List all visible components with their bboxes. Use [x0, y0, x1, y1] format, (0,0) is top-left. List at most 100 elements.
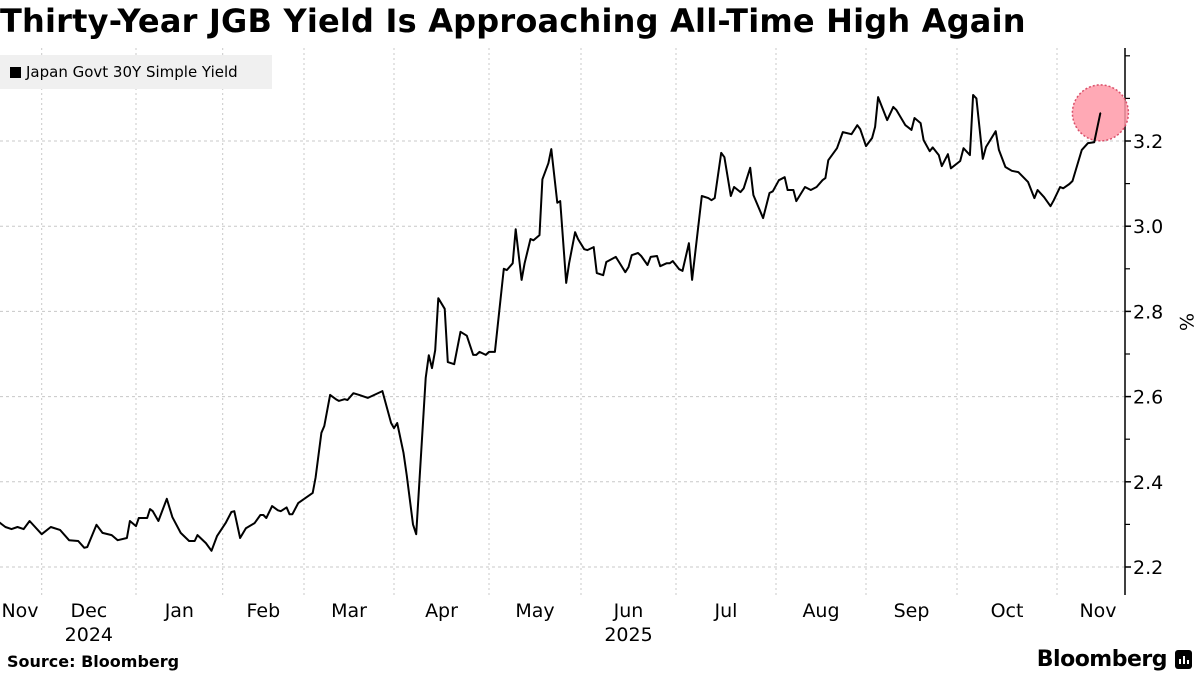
data-point	[1059, 186, 1061, 188]
data-point	[816, 186, 818, 188]
data-point	[447, 361, 449, 363]
data-point	[730, 195, 732, 197]
data-point	[920, 122, 922, 124]
data-point	[637, 252, 639, 254]
data-point	[402, 452, 405, 454]
data-point	[640, 255, 642, 257]
bloomberg-chart-icon	[1175, 650, 1192, 669]
data-point	[157, 520, 159, 522]
data-point	[22, 528, 25, 530]
data-point	[583, 248, 585, 250]
data-point	[262, 514, 264, 516]
data-point	[352, 392, 354, 394]
data-point	[475, 354, 477, 356]
data-point	[1049, 205, 1052, 207]
data-point	[678, 268, 680, 270]
data-point	[941, 165, 943, 167]
data-point	[245, 527, 247, 529]
data-point	[381, 390, 383, 392]
data-point	[602, 274, 604, 276]
data-point	[795, 200, 797, 202]
data-point	[459, 331, 462, 333]
data-point	[406, 474, 408, 476]
data-point	[194, 540, 196, 542]
data-point	[998, 149, 1000, 151]
data-point	[615, 256, 617, 258]
data-point	[733, 186, 735, 188]
data-point	[390, 422, 392, 424]
data-point	[929, 150, 931, 152]
legend-swatch	[10, 66, 21, 78]
data-point	[77, 540, 79, 542]
data-point	[506, 269, 508, 271]
y-tick-label: 2.4	[1133, 472, 1163, 494]
y-tick-label: 3.0	[1133, 216, 1163, 238]
data-point	[95, 524, 98, 526]
x-month-label: Nov	[1079, 600, 1116, 622]
data-point	[444, 308, 446, 310]
data-point	[312, 492, 314, 494]
data-point	[768, 192, 771, 194]
data-point	[568, 262, 570, 264]
data-point	[1017, 171, 1019, 173]
data-point	[836, 147, 838, 149]
data-point	[624, 271, 626, 273]
x-month-label: Oct	[991, 600, 1024, 622]
data-point	[437, 297, 439, 299]
data-point	[135, 525, 137, 527]
data-point	[320, 432, 323, 434]
data-point	[656, 255, 658, 257]
data-point	[280, 510, 282, 512]
y-axis-unit-label: %	[1175, 313, 1197, 331]
x-month-label: Jun	[613, 600, 644, 622]
data-point	[166, 498, 168, 500]
data-point	[842, 131, 844, 133]
data-point	[665, 262, 668, 264]
data-point	[688, 242, 690, 244]
data-point	[904, 124, 907, 126]
x-month-label: Dec	[70, 600, 107, 622]
x-month-label: May	[515, 600, 554, 622]
data-point	[669, 262, 671, 264]
data-point	[1062, 187, 1064, 189]
data-point	[335, 398, 337, 400]
data-point	[101, 532, 104, 534]
data-point	[59, 529, 61, 531]
x-month-label: Sep	[894, 600, 930, 622]
data-point	[895, 109, 897, 111]
data-point	[850, 133, 853, 135]
data-point	[1011, 170, 1013, 172]
bloomberg-logo: Bloomberg	[1037, 647, 1192, 672]
x-month-label: Aug	[802, 600, 839, 622]
data-point	[739, 191, 742, 193]
data-point	[701, 195, 703, 197]
data-point	[605, 261, 607, 263]
data-point	[4, 526, 7, 528]
data-point	[618, 261, 620, 263]
data-point	[874, 126, 876, 128]
data-point	[230, 511, 233, 513]
data-point	[969, 154, 971, 156]
data-point	[787, 189, 789, 191]
data-point	[596, 272, 598, 274]
data-point	[329, 394, 331, 396]
data-point	[723, 156, 725, 158]
x-month-label: Nov	[1, 600, 38, 622]
data-point	[425, 377, 427, 379]
data-point	[923, 139, 925, 141]
data-point	[821, 179, 824, 181]
data-point	[254, 522, 256, 524]
data-point	[431, 367, 433, 369]
data-point	[1087, 142, 1089, 144]
data-point	[138, 517, 140, 519]
data-point	[1068, 183, 1070, 185]
x-month-label: Apr	[425, 600, 458, 622]
data-point	[1071, 180, 1074, 182]
data-point	[913, 117, 916, 119]
data-point	[393, 427, 395, 429]
data-point	[233, 510, 235, 512]
data-point	[646, 264, 649, 266]
x-month-label: Jul	[714, 600, 738, 622]
data-point	[111, 534, 113, 536]
